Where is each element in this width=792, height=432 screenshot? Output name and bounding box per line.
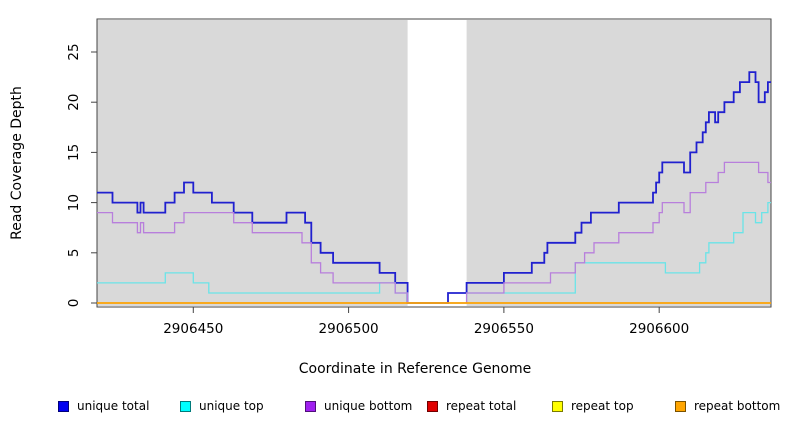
y-tick-label: 20	[66, 94, 82, 111]
y-tick-label: 15	[66, 144, 82, 161]
series-line-unique-total	[97, 71, 771, 304]
legend-label: repeat total	[446, 399, 517, 413]
legend-label: unique bottom	[324, 399, 413, 413]
legend-item-unique-top: unique top	[180, 398, 264, 414]
legend-item-unique-bottom: unique bottom	[305, 398, 412, 414]
series-line-unique-bottom	[97, 161, 771, 304]
legend-item-repeat-total: repeat total	[427, 398, 516, 414]
x-tick-label: 2906450	[163, 321, 223, 337]
legend-item-unique-total: unique total	[58, 398, 149, 414]
y-tick-label: 25	[66, 43, 82, 60]
legend-swatch-icon	[305, 400, 316, 412]
legend-label: repeat bottom	[694, 399, 781, 413]
legend-swatch-icon	[427, 400, 438, 412]
y-axis-label: Read Coverage Depth	[8, 86, 25, 240]
legend-swatch-icon	[675, 400, 686, 412]
x-tick-label: 2906600	[629, 321, 689, 337]
legend-swatch-icon	[58, 400, 69, 412]
y-tick-label: 0	[66, 299, 82, 308]
legend: unique total unique top unique bottom repea…	[0, 398, 792, 416]
legend-item-repeat-bottom: repeat bottom	[675, 398, 780, 414]
unique-region-shading	[97, 20, 408, 306]
legend-label: repeat top	[571, 399, 634, 413]
x-tick-label: 2906550	[474, 321, 534, 337]
y-tick-label: 5	[66, 249, 82, 258]
y-tick-label: 10	[66, 194, 82, 211]
legend-label: unique top	[199, 399, 264, 413]
legend-label: unique total	[77, 399, 150, 413]
x-axis-label: Coordinate in Reference Genome	[298, 361, 532, 377]
series-line-unique-top	[97, 201, 771, 304]
plot-box	[96, 18, 772, 308]
legend-swatch-icon	[552, 400, 563, 412]
unique-region-shading	[466, 20, 771, 306]
x-tick-label: 2906500	[319, 321, 379, 337]
legend-item-repeat-top: repeat top	[552, 398, 634, 414]
legend-swatch-icon	[180, 400, 191, 412]
